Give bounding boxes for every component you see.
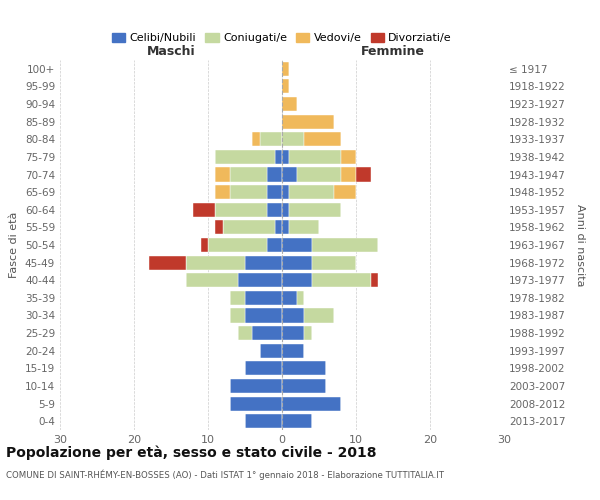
Bar bbox=[200, 238, 208, 252]
Bar bbox=[289, 150, 341, 164]
Bar bbox=[230, 185, 267, 199]
Bar bbox=[282, 97, 297, 111]
Bar bbox=[282, 291, 297, 305]
Bar bbox=[245, 308, 282, 322]
Y-axis label: Fasce di età: Fasce di età bbox=[10, 212, 19, 278]
Bar bbox=[260, 132, 282, 146]
Bar bbox=[260, 344, 282, 358]
Bar bbox=[238, 273, 282, 287]
Bar bbox=[282, 238, 311, 252]
Bar bbox=[304, 132, 341, 146]
Bar bbox=[230, 379, 282, 393]
Bar bbox=[215, 150, 275, 164]
Bar bbox=[282, 344, 304, 358]
Bar bbox=[245, 291, 282, 305]
Bar bbox=[215, 202, 267, 217]
Bar bbox=[245, 362, 282, 376]
Bar bbox=[311, 273, 371, 287]
Bar bbox=[149, 256, 186, 270]
Bar bbox=[297, 168, 341, 181]
Bar bbox=[267, 185, 282, 199]
Bar bbox=[282, 308, 304, 322]
Bar bbox=[230, 396, 282, 410]
Bar bbox=[267, 238, 282, 252]
Bar bbox=[334, 185, 356, 199]
Text: Femmine: Femmine bbox=[361, 45, 425, 58]
Text: Popolazione per età, sesso e stato civile - 2018: Popolazione per età, sesso e stato civil… bbox=[6, 446, 377, 460]
Bar bbox=[282, 273, 311, 287]
Bar bbox=[282, 132, 304, 146]
Bar bbox=[223, 220, 275, 234]
Bar bbox=[275, 150, 282, 164]
Bar bbox=[282, 185, 289, 199]
Bar bbox=[215, 220, 223, 234]
Bar bbox=[208, 238, 267, 252]
Bar bbox=[245, 256, 282, 270]
Text: COMUNE DI SAINT-RHÉMY-EN-BOSSES (AO) - Dati ISTAT 1° gennaio 2018 - Elaborazione: COMUNE DI SAINT-RHÉMY-EN-BOSSES (AO) - D… bbox=[6, 469, 444, 480]
Bar bbox=[186, 273, 238, 287]
Bar bbox=[304, 308, 334, 322]
Bar bbox=[267, 202, 282, 217]
Bar bbox=[341, 150, 356, 164]
Bar bbox=[371, 273, 378, 287]
Bar bbox=[289, 185, 334, 199]
Text: Maschi: Maschi bbox=[146, 45, 196, 58]
Bar bbox=[282, 168, 297, 181]
Bar bbox=[186, 256, 245, 270]
Bar bbox=[193, 202, 215, 217]
Bar bbox=[282, 256, 311, 270]
Bar bbox=[230, 291, 245, 305]
Bar bbox=[282, 414, 311, 428]
Bar bbox=[311, 256, 356, 270]
Bar bbox=[282, 202, 289, 217]
Bar bbox=[230, 308, 245, 322]
Legend: Celibi/Nubili, Coniugati/e, Vedovi/e, Divorziati/e: Celibi/Nubili, Coniugati/e, Vedovi/e, Di… bbox=[107, 28, 457, 48]
Y-axis label: Anni di nascita: Anni di nascita bbox=[575, 204, 585, 286]
Bar bbox=[297, 291, 304, 305]
Bar bbox=[341, 168, 356, 181]
Bar bbox=[304, 326, 311, 340]
Bar bbox=[289, 202, 341, 217]
Bar bbox=[267, 168, 282, 181]
Bar bbox=[289, 220, 319, 234]
Bar bbox=[215, 168, 230, 181]
Bar bbox=[282, 220, 289, 234]
Bar bbox=[215, 185, 230, 199]
Bar bbox=[356, 168, 371, 181]
Bar bbox=[282, 62, 289, 76]
Bar bbox=[282, 114, 334, 128]
Bar bbox=[282, 150, 289, 164]
Bar bbox=[282, 80, 289, 94]
Bar bbox=[253, 132, 260, 146]
Bar bbox=[275, 220, 282, 234]
Bar bbox=[311, 238, 378, 252]
Bar bbox=[230, 168, 267, 181]
Bar bbox=[238, 326, 253, 340]
Bar bbox=[282, 362, 326, 376]
Bar bbox=[282, 326, 304, 340]
Bar bbox=[282, 379, 326, 393]
Bar bbox=[253, 326, 282, 340]
Bar bbox=[245, 414, 282, 428]
Bar bbox=[282, 396, 341, 410]
